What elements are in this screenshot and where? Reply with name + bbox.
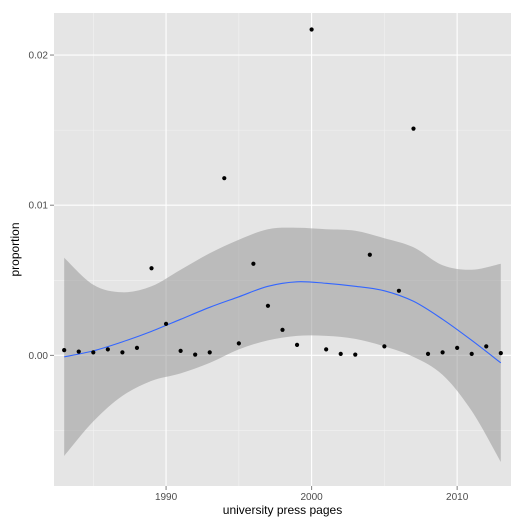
smooth-line: [64, 281, 502, 364]
y-axis-title: proportion: [8, 222, 22, 276]
data-point: [294, 342, 300, 347]
data-point: [469, 351, 474, 356]
confidence-band: [64, 227, 501, 462]
data-point: [498, 351, 503, 356]
data-point: [236, 341, 241, 346]
data-point: [324, 347, 329, 352]
data-point: [280, 327, 285, 332]
data-point: [251, 261, 256, 266]
x-axis-ticks: 1990 2000 2010: [155, 486, 469, 503]
data-points: [62, 27, 503, 357]
y-axis-ticks: 0.00 0.01 0.02: [29, 51, 54, 362]
x-axis-title: university press pages: [223, 503, 342, 517]
data-point: [207, 350, 212, 355]
data-point: [396, 288, 402, 293]
data-point: [440, 350, 445, 355]
x-tick-label: 2000: [300, 492, 323, 503]
data-point: [222, 176, 227, 181]
data-point: [411, 126, 416, 131]
x-tick-label: 2010: [446, 492, 469, 503]
data-point: [163, 321, 169, 326]
data-point: [120, 350, 125, 355]
data-point: [353, 352, 358, 357]
data-point: [62, 348, 67, 353]
data-point: [76, 349, 81, 354]
data-point: [193, 352, 198, 357]
data-point: [149, 266, 154, 271]
data-point: [309, 27, 314, 32]
data-point: [455, 345, 460, 350]
data-point: [91, 350, 96, 355]
y-tick-label: 0.00: [29, 351, 49, 362]
data-point: [105, 347, 110, 352]
data-point: [134, 345, 140, 350]
data-point: [338, 351, 343, 356]
data-point: [382, 344, 387, 349]
y-tick-label: 0.02: [29, 51, 49, 62]
data-point: [265, 303, 271, 308]
x-tick-label: 1990: [155, 492, 178, 503]
data-point: [178, 348, 183, 353]
data-point: [425, 351, 431, 356]
data-point: [367, 252, 372, 257]
data-point: [484, 344, 489, 349]
y-tick-label: 0.01: [29, 201, 49, 212]
